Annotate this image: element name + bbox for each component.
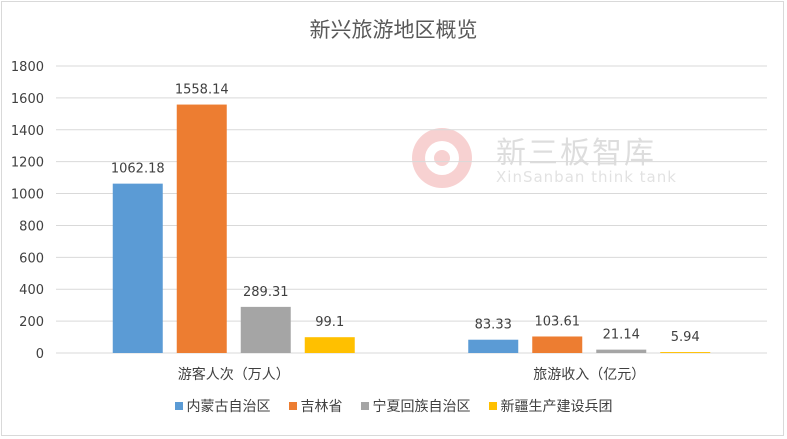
chart-title: 新兴旅游地区概览 [309, 18, 478, 42]
y-tick-label: 600 [19, 251, 44, 266]
legend-swatch [288, 402, 297, 410]
legend-label: 吉林省 [300, 399, 343, 415]
data-label: 289.31 [243, 285, 289, 300]
watermark-logo-icon [412, 128, 472, 188]
watermark: 新三板智库 XinSanban think tank [412, 124, 692, 194]
legend-swatch [488, 402, 497, 410]
bar [176, 104, 227, 353]
bar [596, 349, 647, 353]
y-tick-label: 0 [36, 347, 44, 362]
chart-legend: 内蒙古自治区 吉林省 宁夏回族自治区 新疆生产建设兵团 [0, 396, 787, 416]
x-category-label: 游客人次（万人） [178, 366, 290, 383]
x-category-label: 旅游收入（亿元） [533, 367, 645, 383]
data-label: 103.61 [535, 314, 581, 329]
data-label: 21.14 [603, 328, 640, 343]
bar [240, 306, 291, 353]
y-tick-label: 1200 [11, 156, 44, 171]
bar [304, 337, 355, 353]
bar [468, 339, 519, 353]
watermark-subtitle: XinSanban think tank [496, 168, 677, 186]
data-label: 1062.18 [111, 162, 165, 177]
legend-item: 宁夏回族自治区 [360, 396, 471, 416]
y-tick-label: 1400 [11, 124, 44, 139]
y-tick-label: 800 [19, 219, 44, 234]
bar [112, 183, 163, 353]
legend-label: 新疆生产建设兵团 [500, 399, 613, 415]
legend-label: 内蒙古自治区 [186, 399, 271, 415]
legend-label: 宁夏回族自治区 [372, 399, 471, 415]
y-tick-label: 200 [19, 315, 44, 330]
y-tick-label: 1600 [11, 92, 44, 107]
legend-item: 内蒙古自治区 [174, 396, 271, 416]
legend-item: 新疆生产建设兵团 [488, 396, 613, 416]
data-label: 83.33 [475, 318, 512, 333]
bar [660, 352, 711, 353]
data-label: 99.1 [315, 315, 344, 330]
y-tick-label: 1000 [11, 188, 44, 203]
data-label: 5.94 [671, 330, 700, 345]
legend-swatch [174, 402, 183, 410]
y-tick-label: 400 [19, 283, 44, 298]
legend-swatch [360, 402, 369, 410]
y-tick-label: 1800 [11, 60, 44, 75]
data-label: 1558.14 [175, 83, 229, 98]
bar [532, 336, 583, 353]
legend-item: 吉林省 [288, 396, 343, 416]
watermark-name: 新三板智库 [496, 136, 656, 171]
